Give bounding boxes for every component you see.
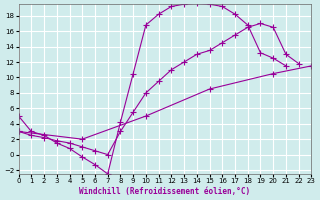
X-axis label: Windchill (Refroidissement éolien,°C): Windchill (Refroidissement éolien,°C) [79,187,251,196]
